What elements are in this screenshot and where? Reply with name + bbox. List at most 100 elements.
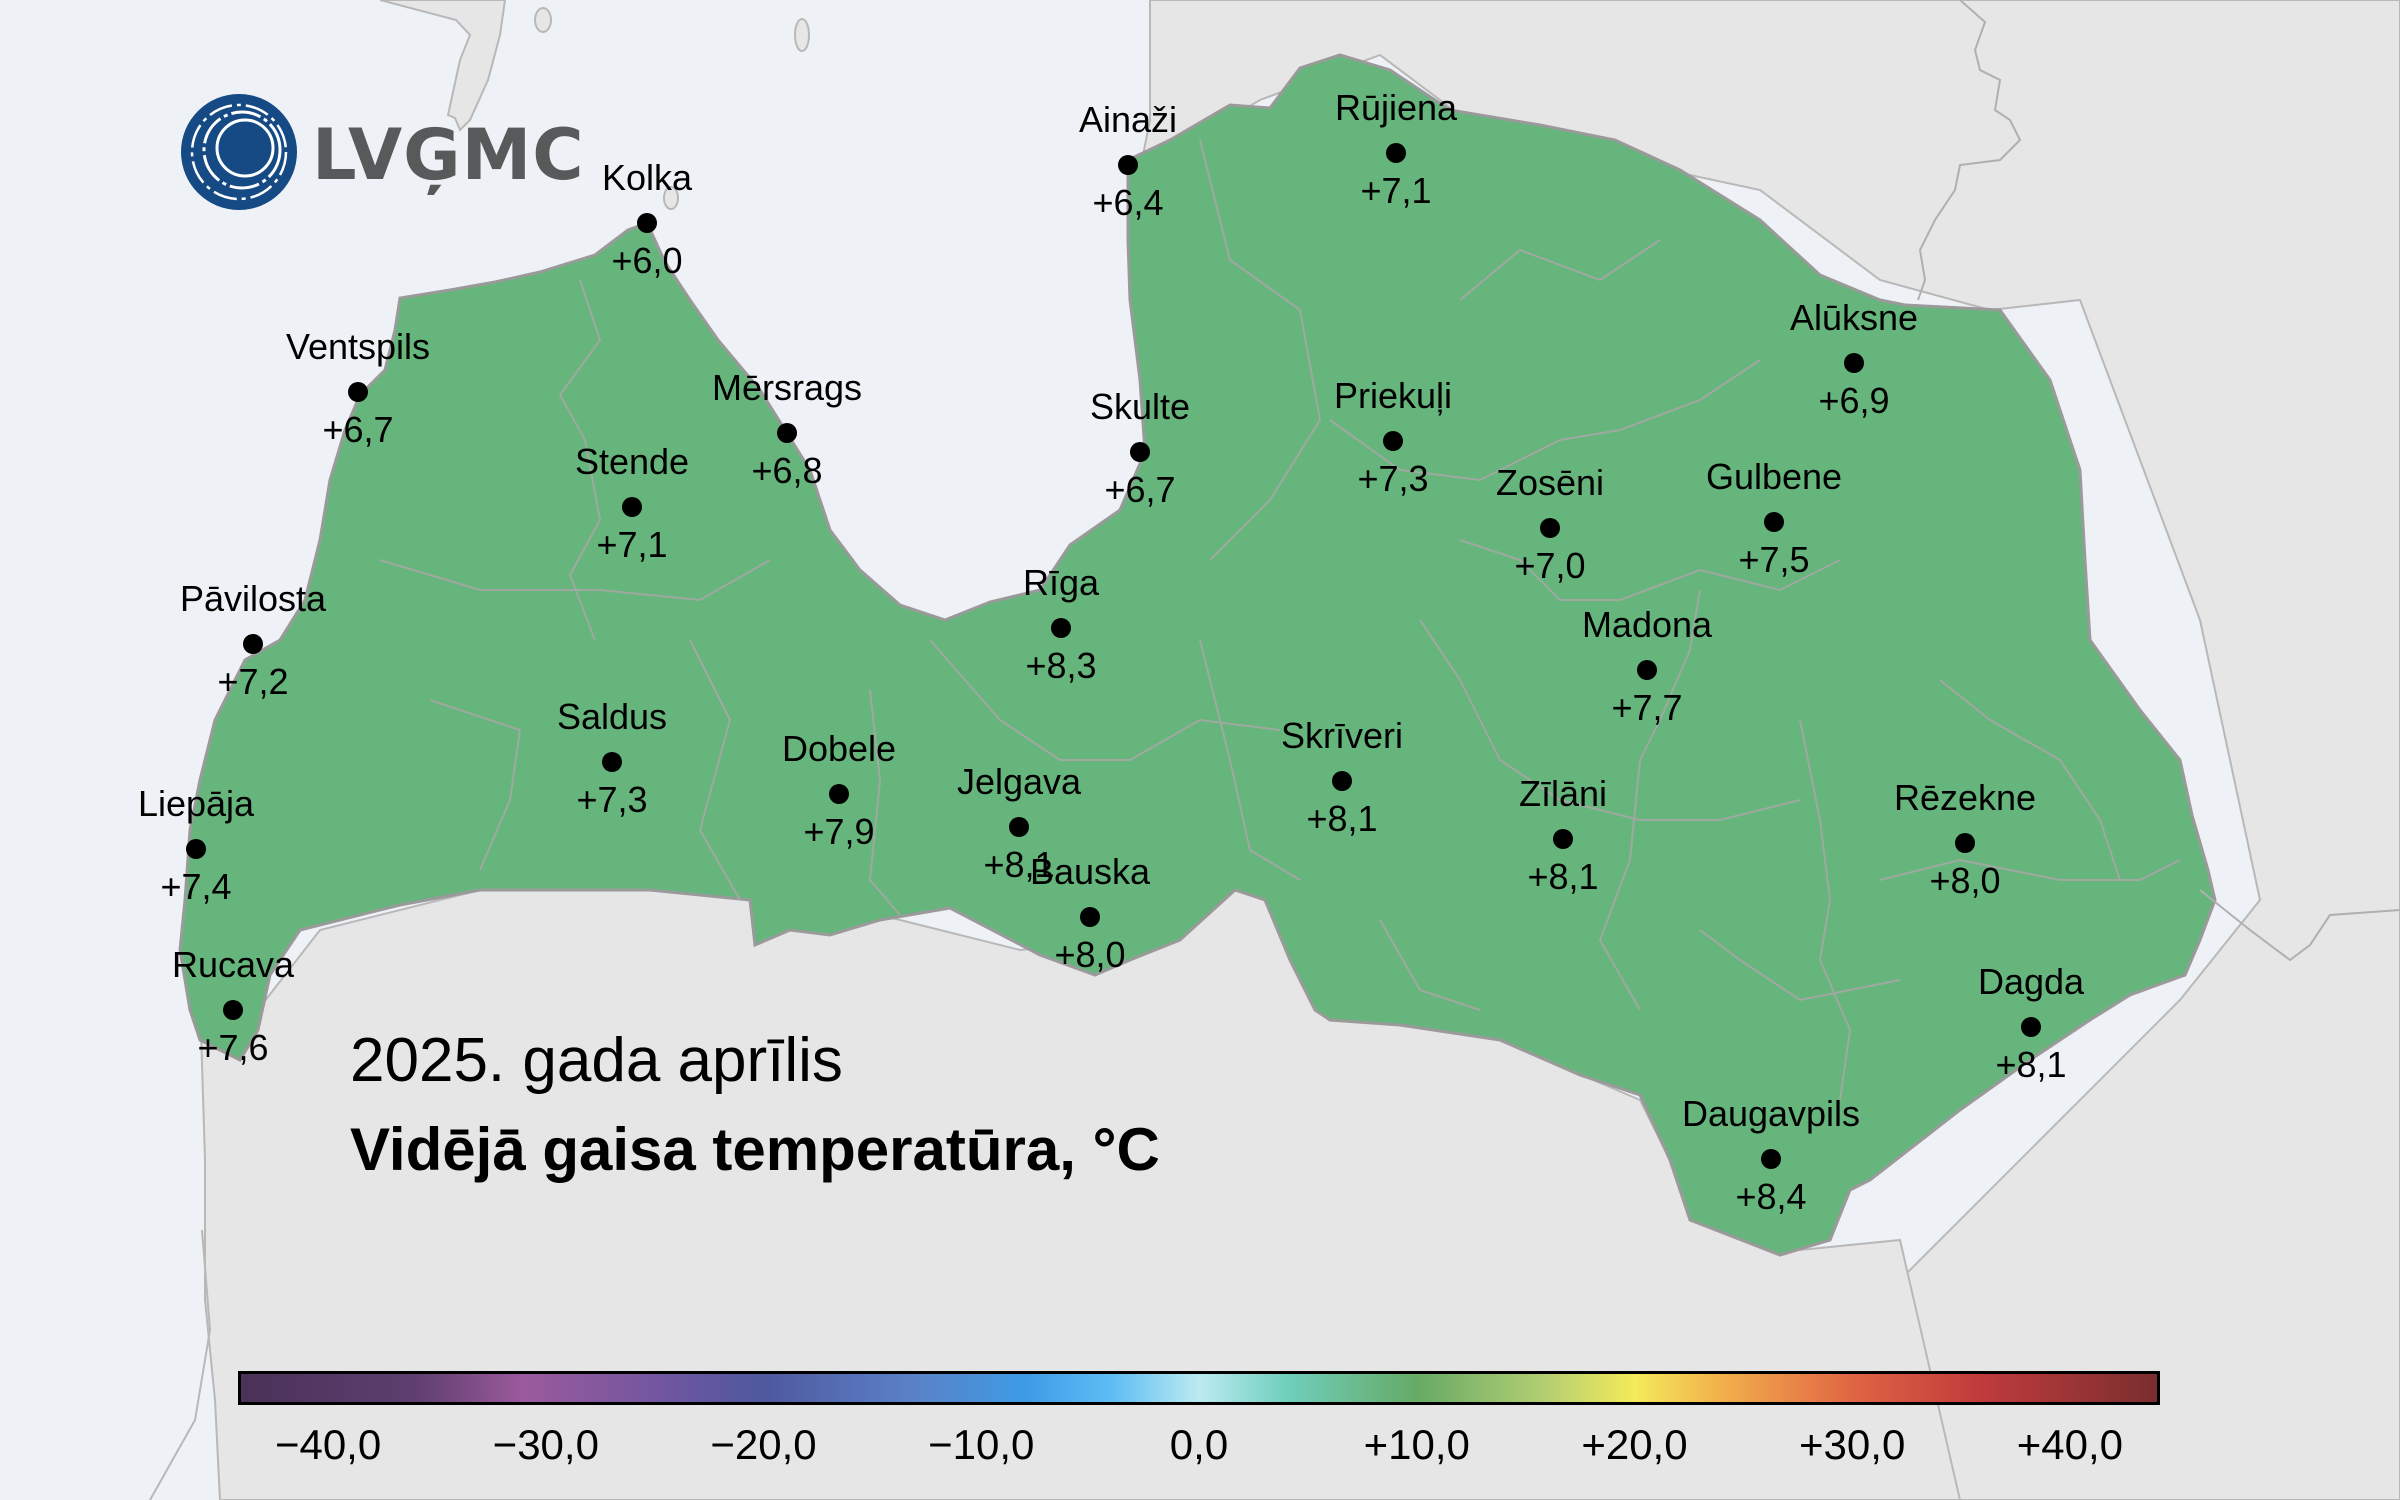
station-temperature: +6,8 (751, 450, 823, 491)
station-dot-icon (1761, 1149, 1781, 1169)
station-temperature: +6,7 (1104, 469, 1176, 510)
station-temperature: +8,1 (1306, 798, 1378, 839)
station-temperature: +8,1 (1527, 856, 1599, 897)
station-name: Priekuļi (1333, 375, 1453, 416)
station-temperature: +6,0 (611, 240, 683, 281)
legend-tick-label: +10,0 (1363, 1421, 1470, 1468)
station-name: Rēzekne (1893, 777, 2037, 818)
station-name: Alūksne (1789, 297, 1919, 338)
station-dot-icon (2021, 1017, 2041, 1037)
station-dot-icon (1540, 518, 1560, 538)
station-name: Gulbene (1705, 456, 1843, 497)
color-legend: −40,0 −30,0 −20,0 −10,0 0,0 +10,0 +20,0 +30,0 +4… (238, 1371, 2160, 1481)
station-name: Ventspils (285, 326, 431, 367)
station-name: Zīlāni (1518, 773, 1608, 814)
legend-tick-label: +30,0 (1799, 1421, 1906, 1468)
station-dot-icon (622, 497, 642, 517)
logo: LVĢMC (298, 120, 585, 190)
legend-tick-label: −30,0 (492, 1421, 599, 1468)
station-dot-icon (1637, 660, 1657, 680)
station-dot-icon (243, 634, 263, 654)
legend-tick-label: −20,0 (710, 1421, 817, 1468)
legend-tick-label: 0,0 (1169, 1421, 1229, 1468)
station-temperature: +7,3 (576, 779, 648, 820)
station-temperature: +6,4 (1092, 182, 1164, 223)
title-main: Vidējā gaisa temperatūra, °C (350, 1116, 1160, 1183)
station-dot-icon (1118, 155, 1138, 175)
legend-tick-label: +20,0 (1581, 1421, 1688, 1468)
station-name: Skrīveri (1280, 715, 1404, 756)
island-saaremaa (379, 0, 507, 132)
station-dot-icon (1553, 829, 1573, 849)
station-temperature: +7,5 (1738, 539, 1810, 580)
station-temperature: +8,0 (1929, 860, 2001, 901)
station-name: Madona (1581, 604, 1713, 645)
station-dot-icon (186, 839, 206, 859)
station-temperature: +6,7 (322, 409, 394, 450)
legend-color-bar (238, 1371, 2160, 1405)
legend-tick-label: −40,0 (274, 1421, 382, 1468)
station-dot-icon (1386, 143, 1406, 163)
station-name: Stende (574, 441, 690, 482)
station-temperature: +7,3 (1357, 458, 1429, 499)
station-dot-icon (1051, 618, 1071, 638)
station-temperature: +8,4 (1735, 1176, 1807, 1217)
station-temperature: +8,3 (1025, 645, 1097, 686)
station-dot-icon (1764, 512, 1784, 532)
logo-emblem-icon (181, 94, 297, 210)
station-name: Ainaži (1078, 99, 1178, 140)
municipality-borders (379, 139, 2181, 1101)
station-dot-icon (1332, 771, 1352, 791)
legend-ticks: −40,0 −30,0 −20,0 −10,0 0,0 +10,0 +20,0 +30,0 +4… (238, 1421, 2160, 1481)
station-name: Dobele (781, 728, 897, 769)
station-name: Rucava (171, 944, 295, 985)
title-period: 2025. gada aprīlis (350, 1026, 843, 1095)
station-temperature: +8,1 (983, 844, 1055, 885)
station-name: Pāvilosta (179, 578, 327, 619)
station-temperature: +7,7 (1611, 687, 1683, 728)
legend-tick-label: −10,0 (928, 1421, 1035, 1468)
station-temperature: +7,1 (596, 524, 668, 565)
station-name: Kolka (601, 157, 693, 198)
logo-text: LVĢMC (312, 114, 585, 196)
station-name: Mērsrags (711, 367, 863, 408)
station-name: Zosēni (1495, 462, 1605, 503)
station-temperature: +8,1 (1995, 1044, 2067, 1085)
station-dot-icon (348, 382, 368, 402)
station-temperature: +7,6 (197, 1027, 269, 1068)
station-name: Jelgava (956, 761, 1082, 802)
station-dot-icon (1009, 817, 1029, 837)
country-border-north (1917, 0, 2022, 301)
latvia-territory (178, 53, 2217, 1257)
station-name: Saldus (556, 696, 668, 737)
station-dot-icon (1130, 442, 1150, 462)
station-dot-icon (1080, 907, 1100, 927)
station-dot-icon (777, 423, 797, 443)
station-dot-icon (223, 1000, 243, 1020)
station-name: Dagda (1977, 961, 2085, 1002)
station-name: Daugavpils (1681, 1093, 1861, 1134)
station-dot-icon (1383, 431, 1403, 451)
station-dot-icon (637, 213, 657, 233)
station-name: Rūjiena (1334, 87, 1458, 128)
station-dot-icon (1955, 833, 1975, 853)
station-dot-icon (602, 752, 622, 772)
station-temperature: +7,0 (1514, 545, 1586, 586)
island-small-2 (663, 186, 679, 210)
station-temperature: +8,0 (1054, 934, 1126, 975)
station-dot-icon (829, 784, 849, 804)
station-temperature: +7,9 (803, 811, 875, 852)
station-temperature: +7,2 (217, 661, 289, 702)
station-name: Bauska (1029, 851, 1151, 892)
station-temperature: +7,4 (160, 866, 232, 907)
island-small-1 (534, 7, 552, 33)
map-title: 2025. gada aprīlis Vidējā gaisa temperat… (350, 1030, 1160, 1180)
station-name: Liepāja (137, 783, 255, 824)
station-name: Skulte (1089, 386, 1191, 427)
legend-tick-label: +40,0 (2016, 1421, 2124, 1468)
country-border-east (2199, 889, 2400, 962)
station-dot-icon (1844, 353, 1864, 373)
curonian-spit (149, 1229, 212, 1500)
station-name: Rīga (1022, 562, 1100, 603)
